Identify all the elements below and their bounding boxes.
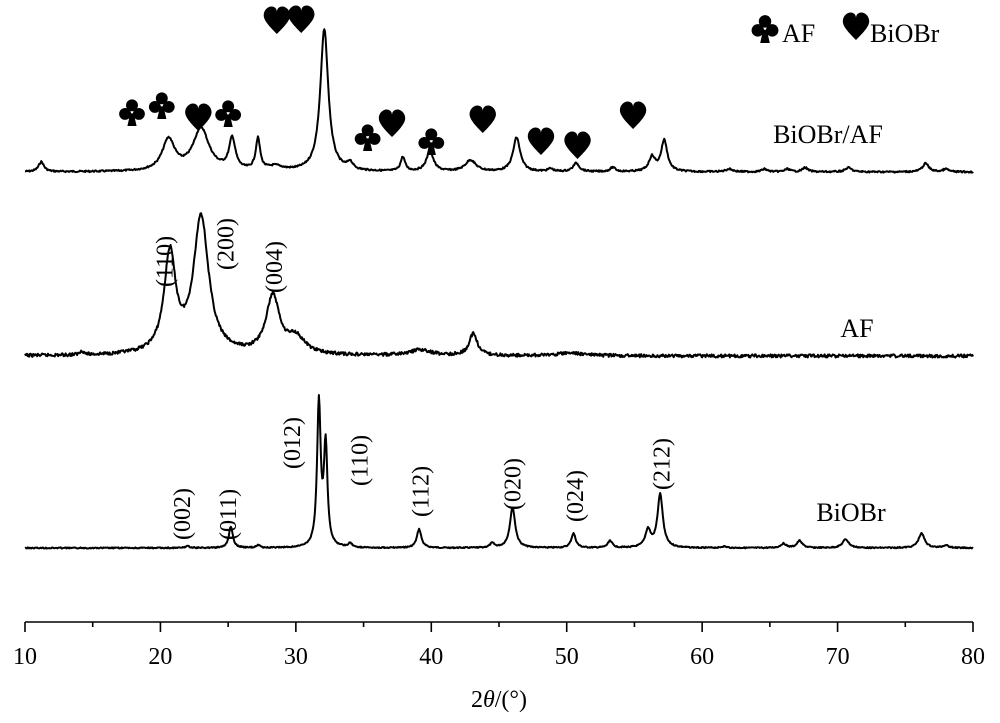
series-line-biobr-af [24, 28, 974, 174]
hkl-label-af: (110) [152, 236, 178, 287]
x-axis-label: 2θ/(°) [471, 687, 527, 713]
legend-label-biobr: BiOBr [870, 19, 940, 48]
series-curves [24, 28, 974, 550]
series-line-af [24, 212, 974, 359]
x-tick-label: 40 [419, 644, 443, 670]
heart-marker-icon [185, 103, 212, 131]
x-ticks: 10 20 30 40 50 60 70 80 [13, 622, 985, 670]
club-marker-icon [215, 100, 242, 127]
legend-club-icon [751, 15, 779, 43]
series-line-biobr [24, 394, 974, 550]
heart-marker-icon [288, 5, 315, 33]
hkl-label-biobr: (112) [408, 466, 434, 517]
series-label-biobr-af: BiOBr/AF [773, 120, 883, 149]
heart-marker-icon [469, 105, 496, 133]
series-label-biobr: BiOBr [816, 498, 886, 527]
x-tick-label: 70 [826, 644, 850, 670]
heart-marker-icon [619, 101, 647, 129]
hkl-label-biobr: (212) [650, 438, 676, 490]
phase-markers [119, 5, 647, 159]
x-tick-label: 80 [961, 644, 985, 670]
hkl-label-biobr: (012) [280, 417, 306, 469]
hkl-label-af: (200) [213, 218, 239, 270]
series-labels: BiOBr/AF AF BiOBr [773, 120, 886, 527]
x-tick-label: 50 [555, 644, 579, 670]
heart-marker-icon [527, 127, 555, 155]
hkl-label-biobr: (002) [170, 488, 196, 540]
hkl-label-af: (004) [262, 241, 288, 293]
club-marker-icon [148, 92, 175, 119]
club-marker-icon [119, 99, 145, 126]
x-axis: 10 20 30 40 50 60 70 80 2θ/(°) [13, 621, 985, 713]
legend: AF BiOBr [751, 12, 940, 48]
heart-marker-icon [378, 109, 406, 137]
hkl-labels: (110) (200) (004) (002) (011) (012) (110) (112)… [152, 218, 675, 540]
club-marker-icon [354, 124, 381, 151]
hkl-label-biobr: (020) [501, 458, 527, 510]
series-label-af: AF [840, 314, 873, 343]
heart-marker-icon [263, 6, 291, 34]
x-tick-label: 30 [284, 644, 308, 670]
legend-heart-icon [842, 12, 870, 40]
club-marker-icon [418, 128, 445, 155]
x-tick-label: 10 [13, 644, 37, 670]
legend-label-af: AF [782, 19, 815, 48]
hkl-label-biobr: (110) [348, 435, 374, 486]
hkl-label-biobr: (011) [216, 489, 242, 540]
x-tick-label: 60 [690, 644, 714, 670]
hkl-label-biobr: (024) [563, 470, 589, 522]
heart-marker-icon [564, 131, 591, 159]
x-tick-label: 20 [148, 644, 172, 670]
